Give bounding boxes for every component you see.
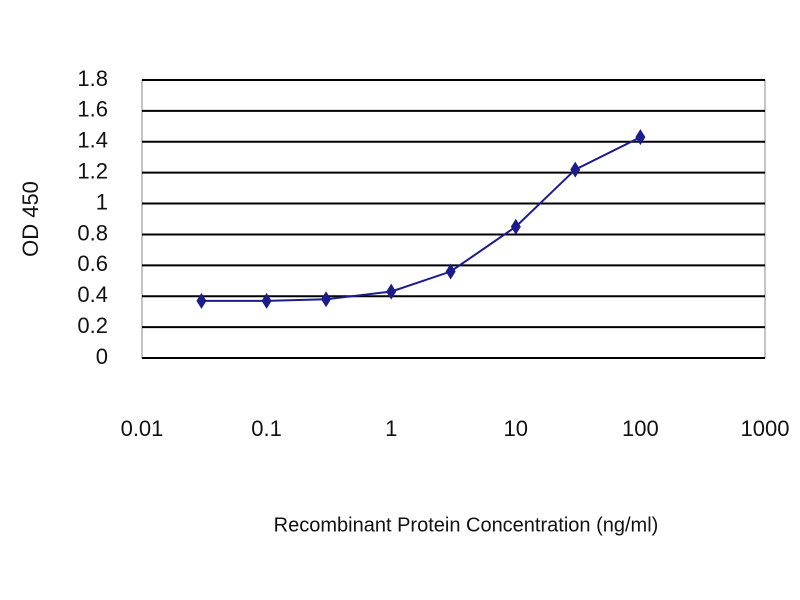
data-point <box>261 292 272 309</box>
x-tick-label: 1 <box>385 416 397 441</box>
x-tick-label: 0.1 <box>251 416 282 441</box>
y-axis-title: OD 450 <box>18 181 43 257</box>
series-line <box>201 136 641 302</box>
y-tick-label: 0.2 <box>77 313 108 338</box>
data-point <box>570 161 581 178</box>
y-tick-label: 0.8 <box>77 220 108 245</box>
y-tick-label: 0.4 <box>77 282 108 307</box>
plot-area <box>141 79 766 359</box>
x-tick-label: 1000 <box>741 416 790 441</box>
y-tick-label: 1.8 <box>77 66 108 91</box>
data-point <box>445 263 456 280</box>
y-tick-label: 1 <box>96 189 108 214</box>
data-point <box>321 291 332 308</box>
x-tick-label: 10 <box>504 416 528 441</box>
data-point <box>510 218 521 235</box>
data-point <box>386 283 397 300</box>
x-tick-label: 100 <box>622 416 659 441</box>
x-tick-label: 0.01 <box>121 416 164 441</box>
data-point <box>635 129 646 146</box>
y-tick-label: 1.6 <box>77 97 108 122</box>
y-tick-label: 1.2 <box>77 158 108 183</box>
y-tick-label: 0.6 <box>77 251 108 276</box>
x-axis-title: Recombinant Protein Concentration (ng/ml… <box>274 514 659 536</box>
y-tick-label: 0 <box>96 344 108 369</box>
data-point <box>196 292 207 309</box>
y-tick-label: 1.4 <box>77 128 108 153</box>
